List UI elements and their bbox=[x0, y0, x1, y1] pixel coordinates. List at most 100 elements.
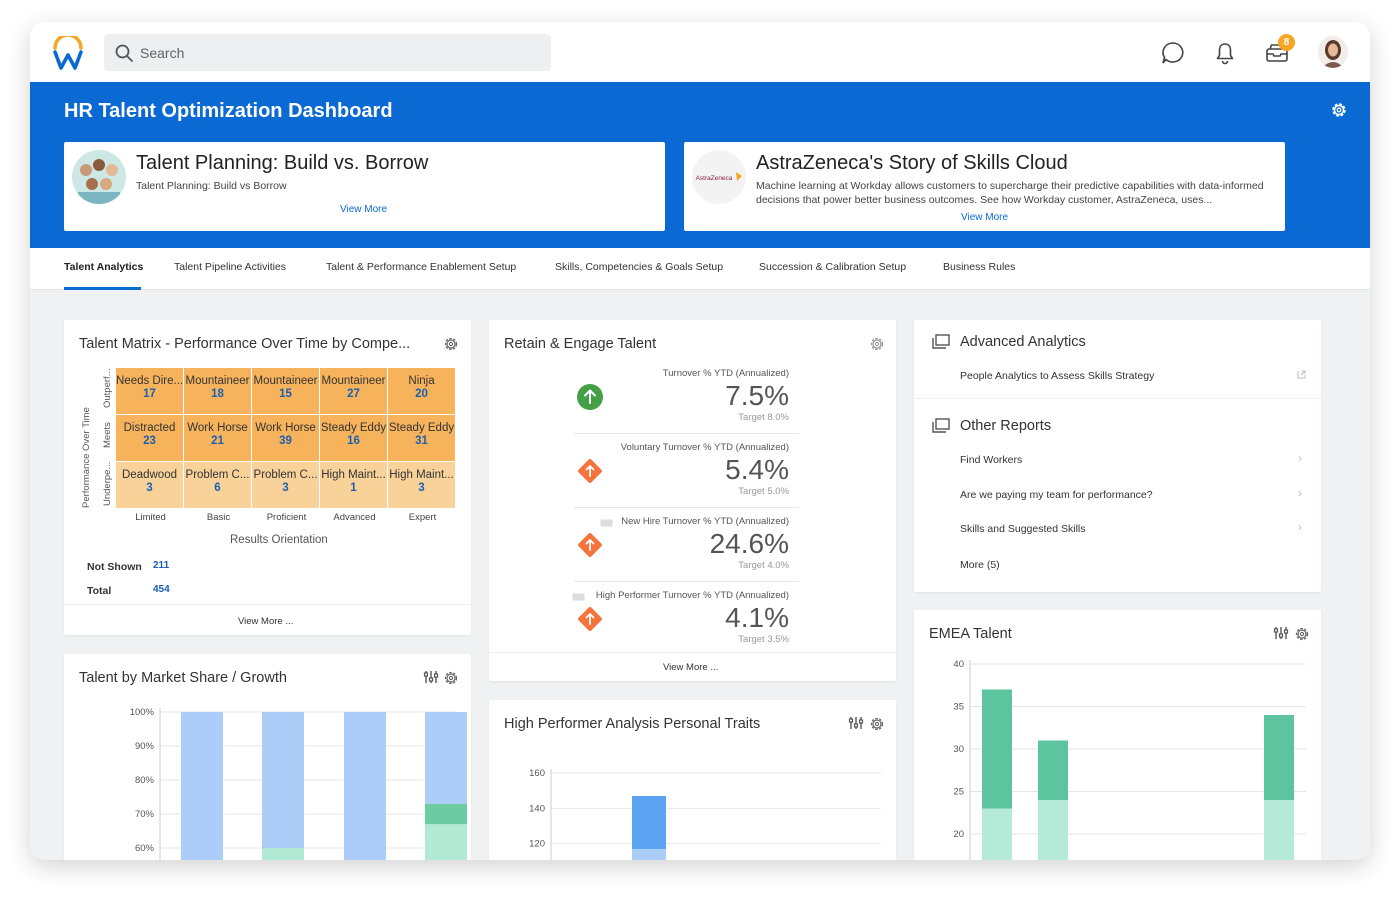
promo-card-talent-planning[interactable]: Talent Planning: Build vs. Borrow Talent… bbox=[64, 142, 665, 231]
matrix-cell-value: 23 bbox=[143, 435, 156, 447]
bar-segment bbox=[425, 803, 467, 825]
bar-segment bbox=[425, 712, 467, 804]
kpi-new-hire-turnover[interactable]: New Hire Turnover % YTD (Annualized) 24.… bbox=[564, 516, 789, 590]
matrix-cell[interactable]: Steady Eddy 16 bbox=[320, 415, 387, 461]
y-tick-label: 20 bbox=[953, 829, 964, 840]
chevron-right-icon[interactable]: › bbox=[1298, 520, 1302, 534]
matrix-cell[interactable]: Mountaineer 15 bbox=[252, 368, 319, 414]
not-shown-label: Not Shown bbox=[87, 561, 142, 573]
trend-up-alert-icon bbox=[578, 459, 602, 483]
filter-sliders-icon[interactable] bbox=[848, 715, 864, 731]
matrix-cell[interactable]: Deadwood 3 bbox=[116, 462, 183, 508]
bar-segment bbox=[632, 848, 666, 860]
chat-icon[interactable] bbox=[1160, 40, 1186, 66]
matrix-cell[interactable]: Mountaineer 18 bbox=[184, 368, 251, 414]
matrix-cell[interactable]: Needs Dire... 17 bbox=[116, 368, 183, 414]
high-performer-chart: 160140120100 bbox=[529, 768, 881, 860]
search-icon bbox=[115, 44, 133, 62]
kpi-label: High Performer Turnover % YTD (Annualize… bbox=[595, 590, 789, 601]
bar-segment bbox=[632, 795, 666, 849]
tab-skills-competencies-goals-setup[interactable]: Skills, Competencies & Goals Setup bbox=[555, 261, 724, 273]
report-link[interactable]: Are we paying my team for performance? bbox=[960, 489, 1153, 501]
kpi-value: 24.6% bbox=[709, 528, 789, 559]
tab-talent-analytics[interactable]: Talent Analytics bbox=[64, 261, 144, 273]
gear-icon[interactable] bbox=[1294, 626, 1310, 642]
filter-sliders-icon[interactable] bbox=[423, 669, 439, 685]
card-title: EMEA Talent bbox=[929, 626, 1012, 642]
view-more-link[interactable]: View More bbox=[340, 204, 388, 215]
report-link[interactable]: Skills and Suggested Skills bbox=[960, 523, 1086, 535]
chevron-right-icon[interactable]: › bbox=[1298, 486, 1302, 500]
external-link-icon[interactable] bbox=[1297, 370, 1306, 379]
matrix-cell[interactable]: High Maint... 3 bbox=[388, 462, 455, 508]
more-reports-link[interactable]: More (5) bbox=[960, 559, 1000, 571]
y-tick-label: 30 bbox=[953, 744, 964, 755]
matrix-cell[interactable]: High Maint... 1 bbox=[320, 462, 387, 508]
total-value[interactable]: 454 bbox=[153, 584, 170, 595]
tab-succession-calibration-setup[interactable]: Succession & Calibration Setup bbox=[759, 261, 907, 273]
matrix-cell[interactable]: Mountaineer 27 bbox=[320, 368, 387, 414]
view-more-link[interactable]: View More bbox=[961, 212, 1009, 223]
gear-icon[interactable] bbox=[443, 336, 459, 352]
tab-talent-pipeline-activities[interactable]: Talent Pipeline Activities bbox=[174, 261, 287, 273]
comment-icon[interactable] bbox=[600, 519, 613, 528]
kpi-turnover[interactable]: Turnover % YTD (Annualized) 7.5% Target … bbox=[564, 368, 789, 442]
kpi-voluntary-turnover[interactable]: Voluntary Turnover % YTD (Annualized) 5.… bbox=[564, 442, 789, 516]
report-link[interactable]: Find Workers bbox=[960, 454, 1023, 466]
matrix-col-label: Basic bbox=[206, 512, 231, 523]
matrix-cell[interactable]: Work Horse 39 bbox=[252, 415, 319, 461]
bell-icon[interactable] bbox=[1212, 40, 1238, 66]
y-tick-label: 35 bbox=[953, 702, 964, 713]
matrix-cell-label: Mountaineer bbox=[185, 375, 250, 387]
search-bar[interactable] bbox=[104, 34, 551, 71]
comment-icon[interactable] bbox=[572, 593, 585, 602]
chevron-right-icon[interactable]: › bbox=[1298, 451, 1302, 465]
divider bbox=[574, 507, 799, 508]
kpi-target: Target 3.5% bbox=[738, 634, 789, 645]
other-reports-title: Other Reports bbox=[960, 418, 1052, 434]
gear-icon[interactable] bbox=[443, 670, 459, 686]
matrix-cell-label: Steady Eddy bbox=[320, 422, 387, 434]
matrix-cell-label: Ninja bbox=[408, 375, 435, 387]
kpi-target: Target 5.0% bbox=[738, 486, 789, 497]
promo-card-astrazeneca[interactable]: AstraZeneca AstraZeneca's Story of Skill… bbox=[684, 142, 1285, 231]
matrix-cell-label: High Maint... bbox=[321, 469, 386, 481]
active-tab-indicator bbox=[64, 287, 141, 290]
kpi-high-performer-turnover[interactable]: High Performer Turnover % YTD (Annualize… bbox=[564, 590, 789, 664]
y-tick-label: 80% bbox=[135, 775, 155, 786]
tab-talent-performance-enablement-setup[interactable]: Talent & Performance Enablement Setup bbox=[326, 261, 517, 273]
trend-up-alert-icon bbox=[578, 533, 602, 557]
kpi-label: New Hire Turnover % YTD (Annualized) bbox=[621, 516, 789, 527]
report-icon bbox=[932, 418, 950, 433]
view-more-button[interactable]: View More ... bbox=[238, 616, 294, 627]
matrix-cell[interactable]: Distracted 23 bbox=[116, 415, 183, 461]
report-icon bbox=[932, 334, 950, 349]
workday-logo-icon[interactable] bbox=[52, 36, 84, 70]
gear-icon[interactable] bbox=[869, 336, 885, 352]
matrix-cell[interactable]: Work Horse 21 bbox=[184, 415, 251, 461]
matrix-cell[interactable]: Ninja 20 bbox=[388, 368, 455, 414]
dashboard-tabs: Talent Analytics Talent Pipeline Activit… bbox=[30, 248, 1370, 290]
not-shown-value[interactable]: 211 bbox=[153, 560, 170, 571]
user-avatar[interactable] bbox=[1318, 36, 1348, 68]
matrix-cell-value: 39 bbox=[279, 435, 292, 447]
matrix-cell[interactable]: Problem C... 6 bbox=[184, 462, 251, 508]
y-tick-label: 60% bbox=[135, 843, 155, 854]
search-input[interactable] bbox=[140, 34, 540, 71]
matrix-row-label: Outperf... bbox=[102, 368, 113, 408]
view-more-button[interactable]: View More ... bbox=[663, 662, 719, 673]
market-share-chart: 100% 90% 80% 70% 60% bbox=[130, 707, 467, 860]
settings-gear-icon[interactable] bbox=[1329, 100, 1349, 120]
high-performer-chart-card: High Performer Analysis Personal Traits … bbox=[489, 700, 896, 860]
tab-business-rules[interactable]: Business Rules bbox=[943, 261, 1016, 273]
matrix-cell[interactable]: Problem C... 3 bbox=[252, 462, 319, 508]
report-link[interactable]: People Analytics to Assess Skills Strate… bbox=[960, 370, 1155, 382]
gear-icon[interactable] bbox=[869, 716, 885, 732]
matrix-y-axis-title: Performance Over Time bbox=[81, 407, 92, 508]
matrix-cell-value: 31 bbox=[415, 435, 428, 447]
matrix-cell[interactable]: Steady Eddy 31 bbox=[388, 415, 455, 461]
y-tick-label: 140 bbox=[529, 803, 545, 814]
matrix-cell-value: 16 bbox=[347, 435, 360, 447]
filter-sliders-icon[interactable] bbox=[1273, 625, 1289, 641]
advanced-analytics-title: Advanced Analytics bbox=[960, 334, 1086, 350]
